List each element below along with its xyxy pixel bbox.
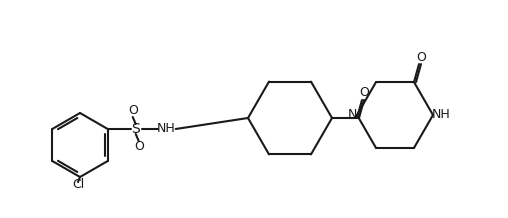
Text: Cl: Cl — [72, 179, 84, 191]
Text: O: O — [359, 87, 369, 99]
Text: O: O — [416, 51, 426, 64]
Text: NH: NH — [156, 123, 175, 136]
Text: NH: NH — [432, 109, 451, 121]
Text: O: O — [134, 140, 144, 153]
Text: O: O — [128, 104, 138, 118]
Text: N: N — [347, 109, 357, 121]
Text: S: S — [132, 122, 140, 136]
